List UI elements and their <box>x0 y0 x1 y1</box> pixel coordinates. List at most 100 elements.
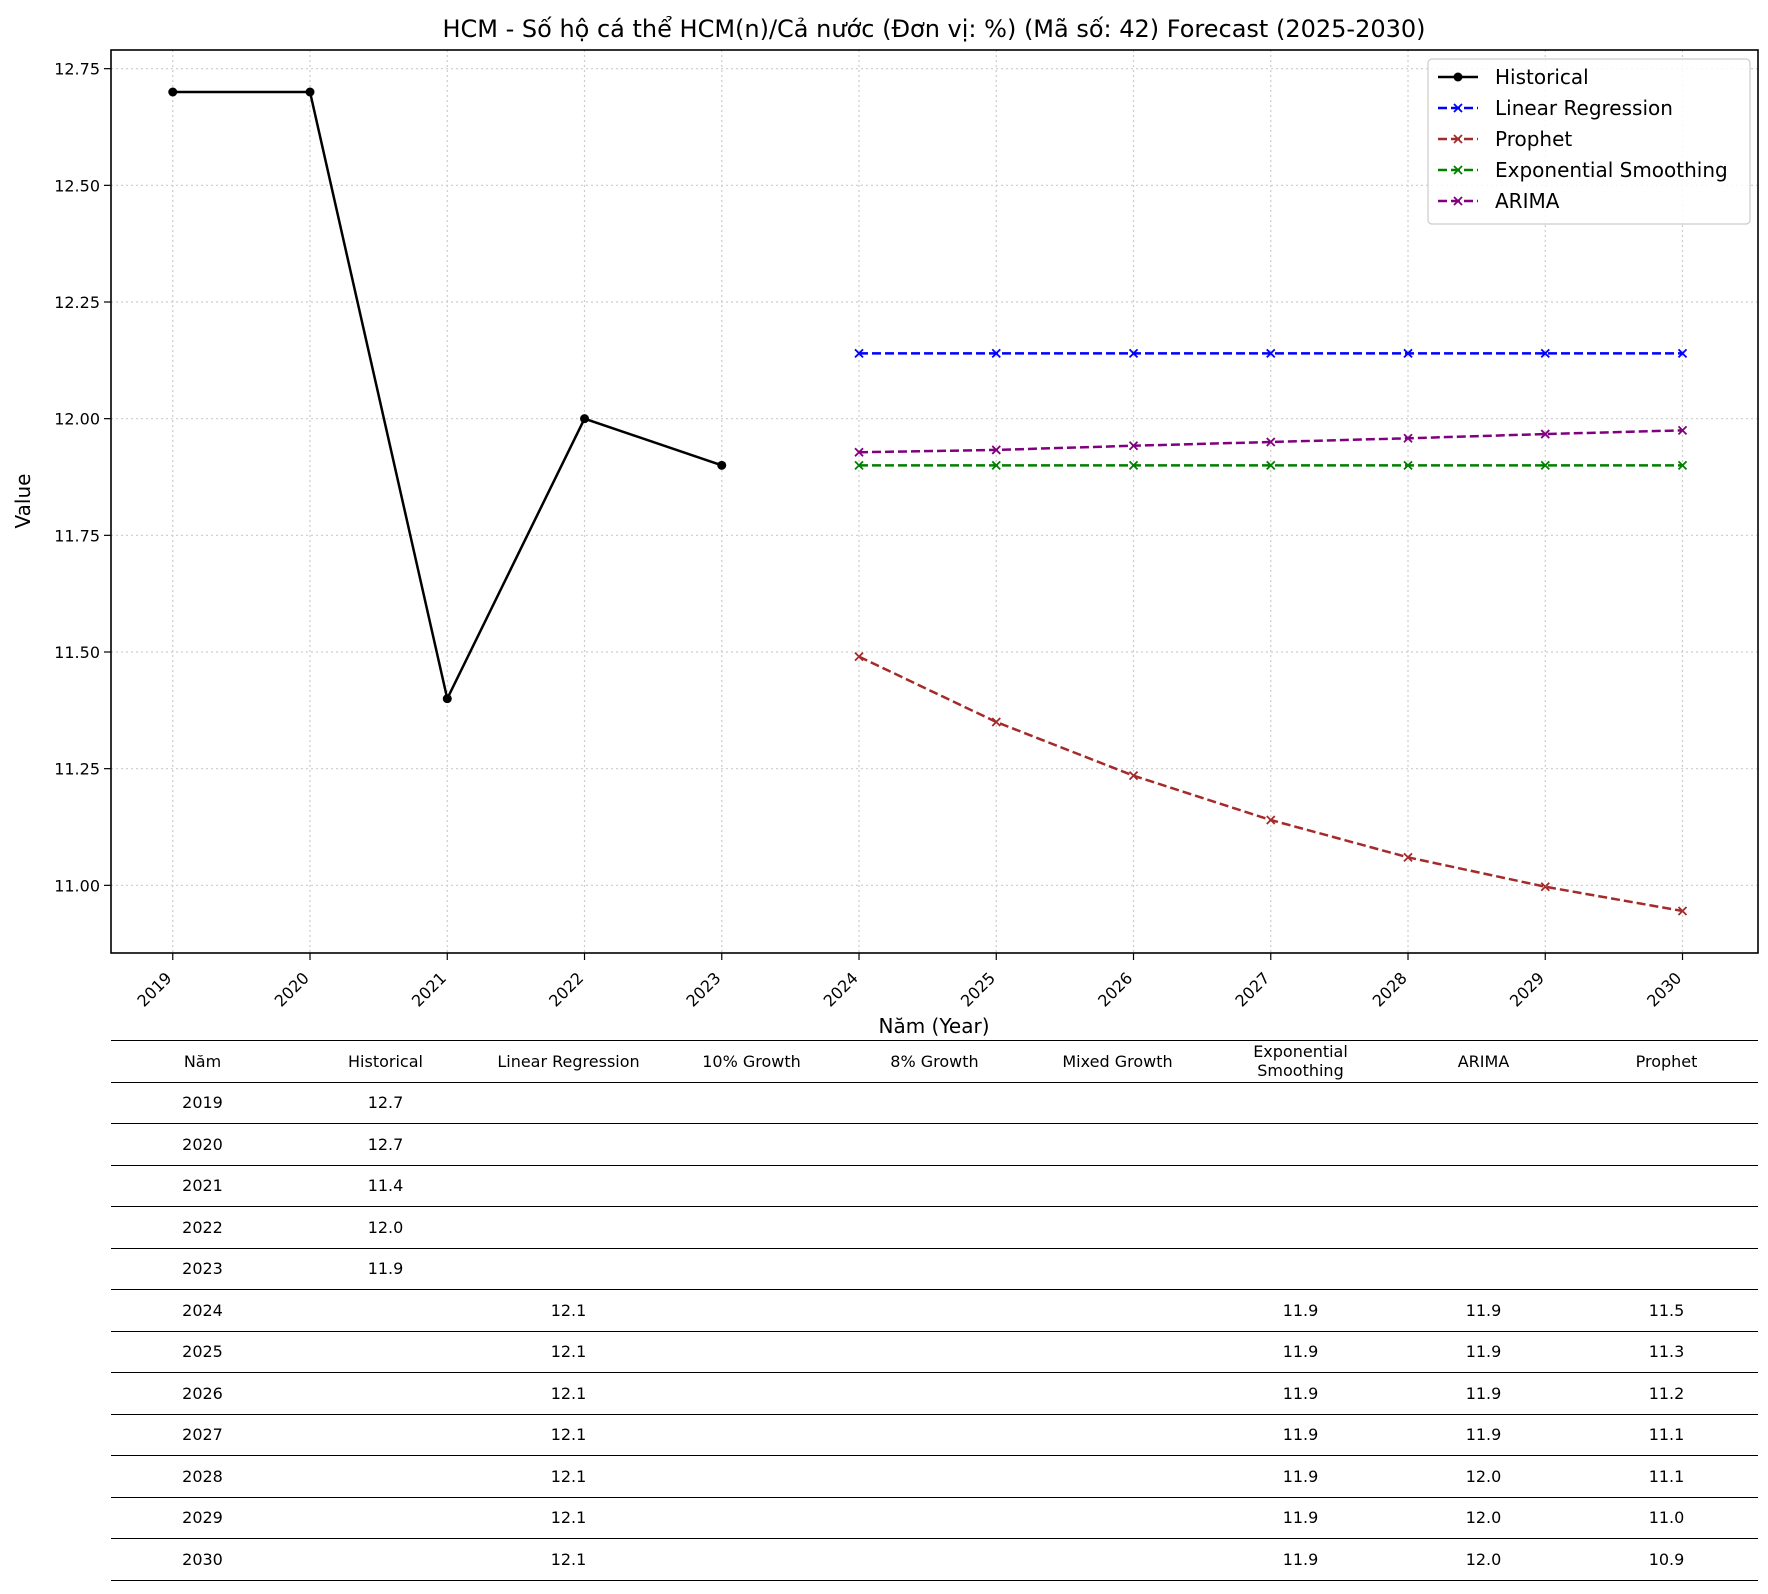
table-cell <box>1026 1082 1209 1124</box>
table-cell <box>660 1414 843 1456</box>
table-header-row: Năm Historical Linear Regression 10% Growth… <box>111 1040 1758 1083</box>
table-cell <box>843 1206 1026 1249</box>
table-cell <box>477 1206 660 1249</box>
series-arima <box>854 425 1688 457</box>
table-cell <box>660 1082 843 1124</box>
table-header-cell: Năm <box>111 1040 294 1083</box>
data-point <box>1540 460 1550 470</box>
table-cell <box>477 1082 660 1124</box>
table-cell: 12.0 <box>1392 1538 1575 1581</box>
data-point <box>1266 348 1276 358</box>
data-point <box>1266 437 1276 447</box>
table-cell <box>294 1414 477 1456</box>
legend: Historical Linear Regression Prophet Expone… <box>1427 58 1751 225</box>
table-cell: 11.9 <box>1209 1289 1392 1332</box>
table-cell: 11.9 <box>1209 1497 1392 1539</box>
table-cell <box>294 1455 477 1498</box>
data-point <box>305 87 315 97</box>
table-cell: 11.9 <box>1392 1289 1575 1332</box>
table-cell <box>660 1455 843 1498</box>
x-tick-label: 2029 <box>1506 968 1548 1010</box>
data-point <box>1677 906 1688 916</box>
table-row: 2028 12.1 11.9 12.0 11.1 <box>111 1455 1758 1498</box>
table-cell <box>1026 1538 1209 1581</box>
table-row: 2025 12.1 11.9 11.9 11.3 <box>111 1331 1758 1373</box>
data-point <box>1128 460 1139 470</box>
table-row: 2020 12.7 <box>111 1123 1758 1166</box>
table-cell: 2023 <box>111 1248 294 1290</box>
table-cell: 2022 <box>111 1206 294 1249</box>
table-cell: 12.1 <box>477 1455 660 1498</box>
x-tick-label: 2024 <box>820 968 862 1010</box>
table-header-cell: 8% Growth <box>843 1040 1026 1083</box>
table-header-cell: Mixed Growth <box>1026 1040 1209 1083</box>
table-body: 2019 12.7 2020 12.7 2021 11.4 2022 12.0 2023 11.9… <box>111 1082 1758 1581</box>
forecast-chart: HCM - Số hộ cá thể HCM(n)/Cả nước (Đơn v… <box>11 15 1759 1038</box>
series-prophet <box>854 652 1688 916</box>
table-cell <box>660 1538 843 1581</box>
table-cell <box>843 1372 1026 1415</box>
legend-label: Prophet <box>1495 127 1572 151</box>
data-point <box>854 348 864 358</box>
data-point <box>854 652 864 662</box>
table-row: 2022 12.0 <box>111 1206 1758 1249</box>
forecast-table: Năm Historical Linear Regression 10% Growth… <box>111 1040 1758 1581</box>
x-tick-label: 2020 <box>271 968 313 1010</box>
table-cell: 11.3 <box>1575 1331 1758 1373</box>
table-cell <box>1026 1331 1209 1373</box>
table-cell: 12.1 <box>477 1497 660 1539</box>
table-cell <box>294 1289 477 1332</box>
table-row: 2024 12.1 11.9 11.9 11.5 <box>111 1289 1758 1332</box>
legend-label: ARIMA <box>1495 189 1560 213</box>
table-row: 2027 12.1 11.9 11.9 11.1 <box>111 1414 1758 1456</box>
table-cell <box>660 1289 843 1332</box>
table-cell: 12.1 <box>477 1331 660 1373</box>
y-tick-label: 12.00 <box>54 410 100 429</box>
table-cell: 11.9 <box>1209 1455 1392 1498</box>
table-cell: 11.9 <box>1209 1331 1392 1373</box>
x-tick-label: 2023 <box>682 968 724 1010</box>
y-tick-label: 11.75 <box>54 526 100 545</box>
table-cell: 11.9 <box>1392 1414 1575 1456</box>
data-point <box>1677 425 1688 435</box>
table-cell <box>843 1123 1026 1166</box>
table-cell: 2028 <box>111 1455 294 1498</box>
data-point <box>1453 72 1463 82</box>
table-row: 2021 11.4 <box>111 1165 1758 1207</box>
table-cell <box>1575 1206 1758 1249</box>
table-cell <box>660 1497 843 1539</box>
table-cell <box>660 1206 843 1249</box>
table-row: 2023 11.9 <box>111 1248 1758 1290</box>
table-cell: 12.1 <box>477 1538 660 1581</box>
table-cell: 12.1 <box>477 1289 660 1332</box>
data-point <box>1128 441 1139 451</box>
table-cell: 2021 <box>111 1165 294 1207</box>
data-point <box>1266 460 1276 470</box>
data-point <box>1677 348 1688 358</box>
table-cell <box>1209 1206 1392 1249</box>
table-cell <box>294 1538 477 1581</box>
table-cell: 11.0 <box>1575 1497 1758 1539</box>
table-cell <box>1392 1165 1575 1207</box>
table-cell: 11.9 <box>1392 1331 1575 1373</box>
table-cell <box>1392 1206 1575 1249</box>
data-point <box>1540 429 1550 439</box>
data-point <box>717 460 727 470</box>
x-tick-label: 2019 <box>133 968 175 1010</box>
table-cell: 2019 <box>111 1082 294 1124</box>
table-cell <box>660 1165 843 1207</box>
table-cell <box>294 1497 477 1539</box>
table-cell <box>1209 1082 1392 1124</box>
y-axis-label: Value <box>11 474 35 529</box>
series-historical <box>168 87 727 704</box>
table-cell: 11.9 <box>1209 1538 1392 1581</box>
table-cell: 12.0 <box>294 1206 477 1249</box>
table-cell <box>843 1414 1026 1456</box>
legend-label: Historical <box>1495 65 1589 89</box>
series-line-prophet <box>858 655 1683 913</box>
data-point <box>991 460 1001 470</box>
data-point <box>1403 852 1413 862</box>
legend-label: Exponential Smoothing <box>1495 158 1728 182</box>
grid <box>111 50 1758 953</box>
table-cell <box>660 1331 843 1373</box>
